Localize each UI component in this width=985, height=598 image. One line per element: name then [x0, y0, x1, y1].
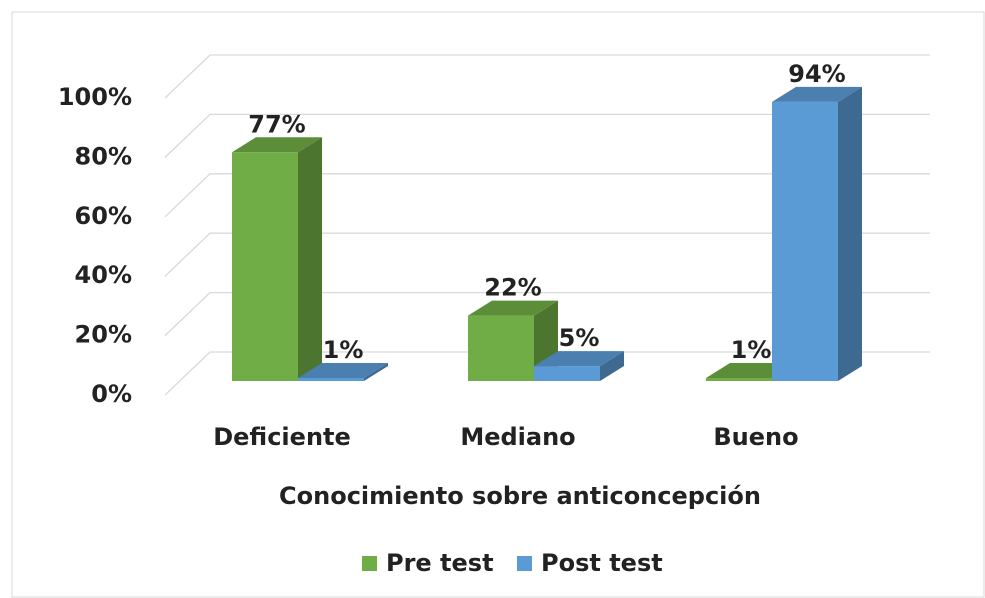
x-tick-label: Deficiente — [213, 423, 351, 451]
bar-top — [772, 86, 862, 102]
y-tick-label: 20% — [75, 321, 132, 349]
value-label: 1% — [323, 336, 364, 364]
bar-side — [600, 351, 624, 381]
value-label: 22% — [484, 274, 541, 302]
legend-swatch — [517, 556, 532, 571]
x-axis-title: Conocimiento sobre anticoncepción — [279, 482, 761, 510]
x-tick-label: Bueno — [713, 423, 798, 451]
bar-front — [772, 101, 838, 381]
legend-swatch — [362, 556, 377, 571]
grid-line — [164, 54, 930, 99]
bar-front — [534, 366, 600, 381]
grid-line — [164, 232, 930, 277]
bar-front — [706, 378, 772, 381]
value-label: 5% — [559, 324, 600, 352]
grid-line — [164, 113, 930, 158]
grid-line — [164, 291, 930, 337]
bar — [232, 137, 322, 381]
bar — [772, 86, 862, 381]
bar-side — [838, 86, 862, 381]
bar-top — [468, 300, 558, 316]
legend-label: Post test — [541, 549, 663, 577]
value-label: 1% — [731, 336, 772, 364]
grid-line — [164, 351, 930, 396]
bar — [298, 363, 388, 381]
bar-side — [364, 363, 388, 381]
value-label: 77% — [248, 110, 305, 138]
bar-top — [534, 351, 624, 367]
bar-front — [298, 378, 364, 381]
bar-top — [298, 363, 388, 379]
y-tick-label: 60% — [75, 202, 132, 230]
x-tick-label: Mediano — [460, 423, 575, 451]
y-tick-label: 40% — [75, 261, 132, 289]
y-tick-label: 100% — [58, 83, 132, 111]
value-label: 94% — [788, 60, 845, 88]
bar-top — [232, 137, 322, 153]
bar-front — [468, 315, 534, 381]
bar-front — [232, 152, 298, 381]
y-tick-label: 80% — [75, 142, 132, 170]
legend-label: Pre test — [386, 549, 494, 577]
grid-line — [164, 173, 930, 218]
bar — [468, 300, 558, 381]
bar-side — [298, 137, 322, 381]
bar — [534, 351, 624, 381]
chart-frame — [11, 11, 985, 598]
y-tick-label: 0% — [91, 380, 132, 408]
